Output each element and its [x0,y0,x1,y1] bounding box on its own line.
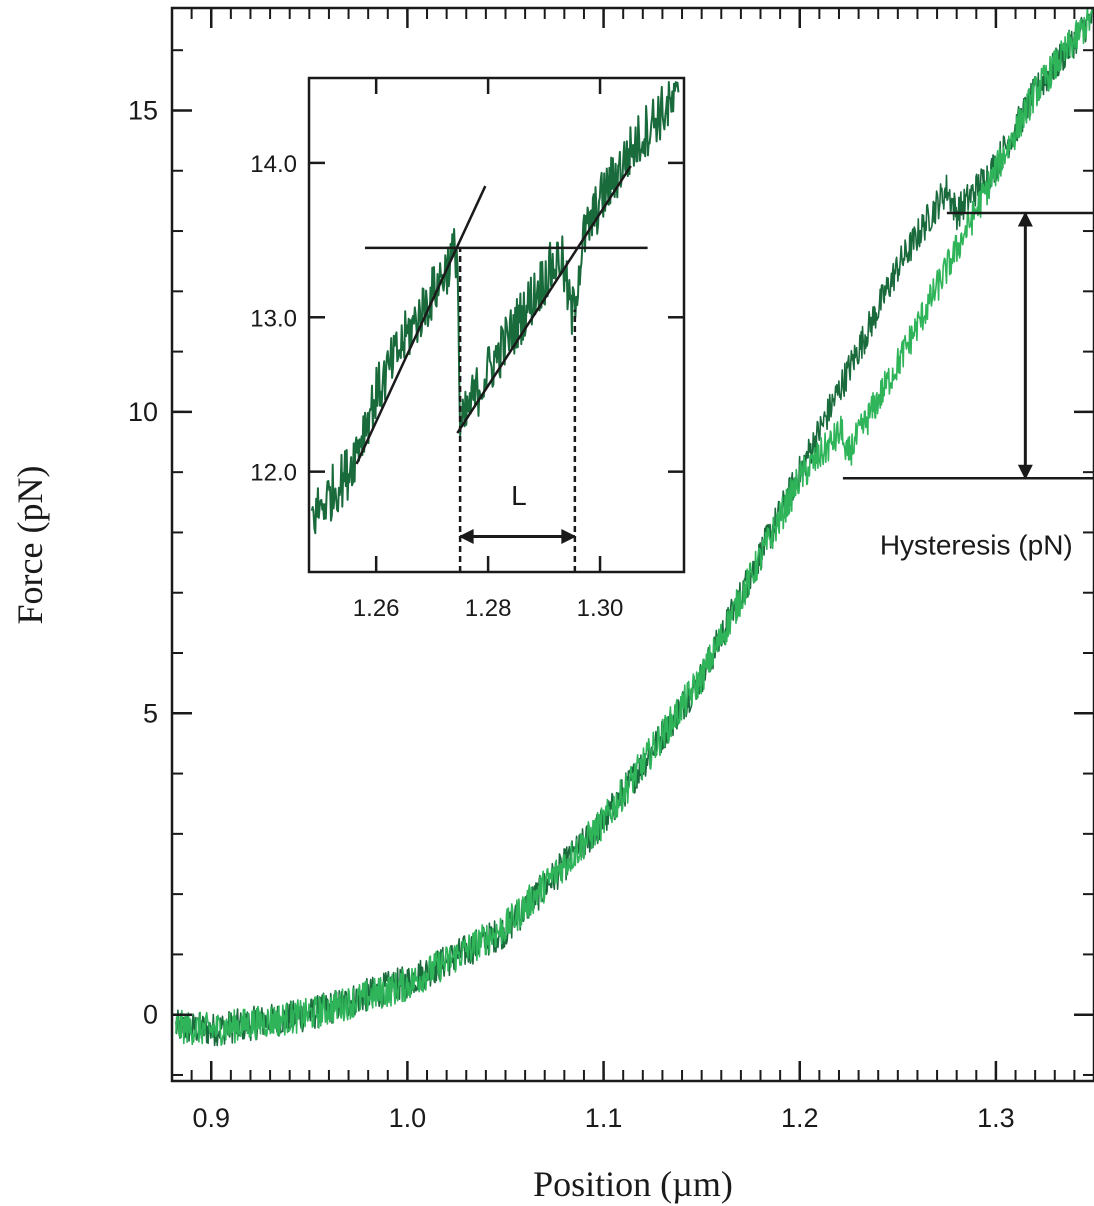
main-x-tick-label: 1.2 [781,1103,819,1133]
inset-y-tick-label: 12.0 [250,460,297,487]
inset-axes: 12.0 13.0 14.0 1.26 1.28 1.30 [250,76,686,622]
main-annotations: Hysteresis (pN) [842,211,1094,561]
inset-x-tick-label: 1.30 [577,595,624,622]
main-x-tick-label: 0.9 [192,1103,230,1133]
main-plot: Hysteresis (pN) 0 5 10 15 0.9 1.0 1.1 1.2 1.3 [128,6,1094,1133]
main-annotation-label: Hysteresis (pN) [880,530,1073,561]
main-x-tick-label: 1.1 [585,1103,623,1133]
inset-y-tick-label: 13.0 [250,305,297,332]
main-plot-frame [170,6,1094,1083]
main-y-tick-label: 0 [143,1000,158,1030]
main-axes: 0 5 10 15 0.9 1.0 1.1 1.2 1.3 [128,6,1094,1133]
main-series-1 [175,8,1094,1046]
main-y-tick-label: 10 [128,397,158,427]
inset-x-tick-label: 1.26 [353,595,400,622]
inset-x-tick-label: 1.28 [465,595,512,622]
inset-y-tick-label: 14.0 [250,151,297,178]
y-axis-title: Force (pN) [10,466,50,625]
main-series-group [175,8,1094,1047]
inset-fit-line [355,185,487,465]
main-x-tick-label: 1.0 [389,1103,427,1133]
x-axis-title: Position (µm) [533,1164,733,1204]
inset-plot-frame [307,76,686,574]
inset-plot: L 12.0 13.0 14.0 1.26 1.28 1.30 [250,76,686,622]
inset-annotations: L [355,165,648,572]
inset-annotation-label: L [511,480,527,511]
main-y-tick-label: 15 [128,95,158,125]
main-x-tick-label: 1.3 [977,1103,1015,1133]
inset-fit-line [456,165,632,434]
inset-background [309,78,684,572]
main-y-tick-label: 5 [143,698,158,728]
